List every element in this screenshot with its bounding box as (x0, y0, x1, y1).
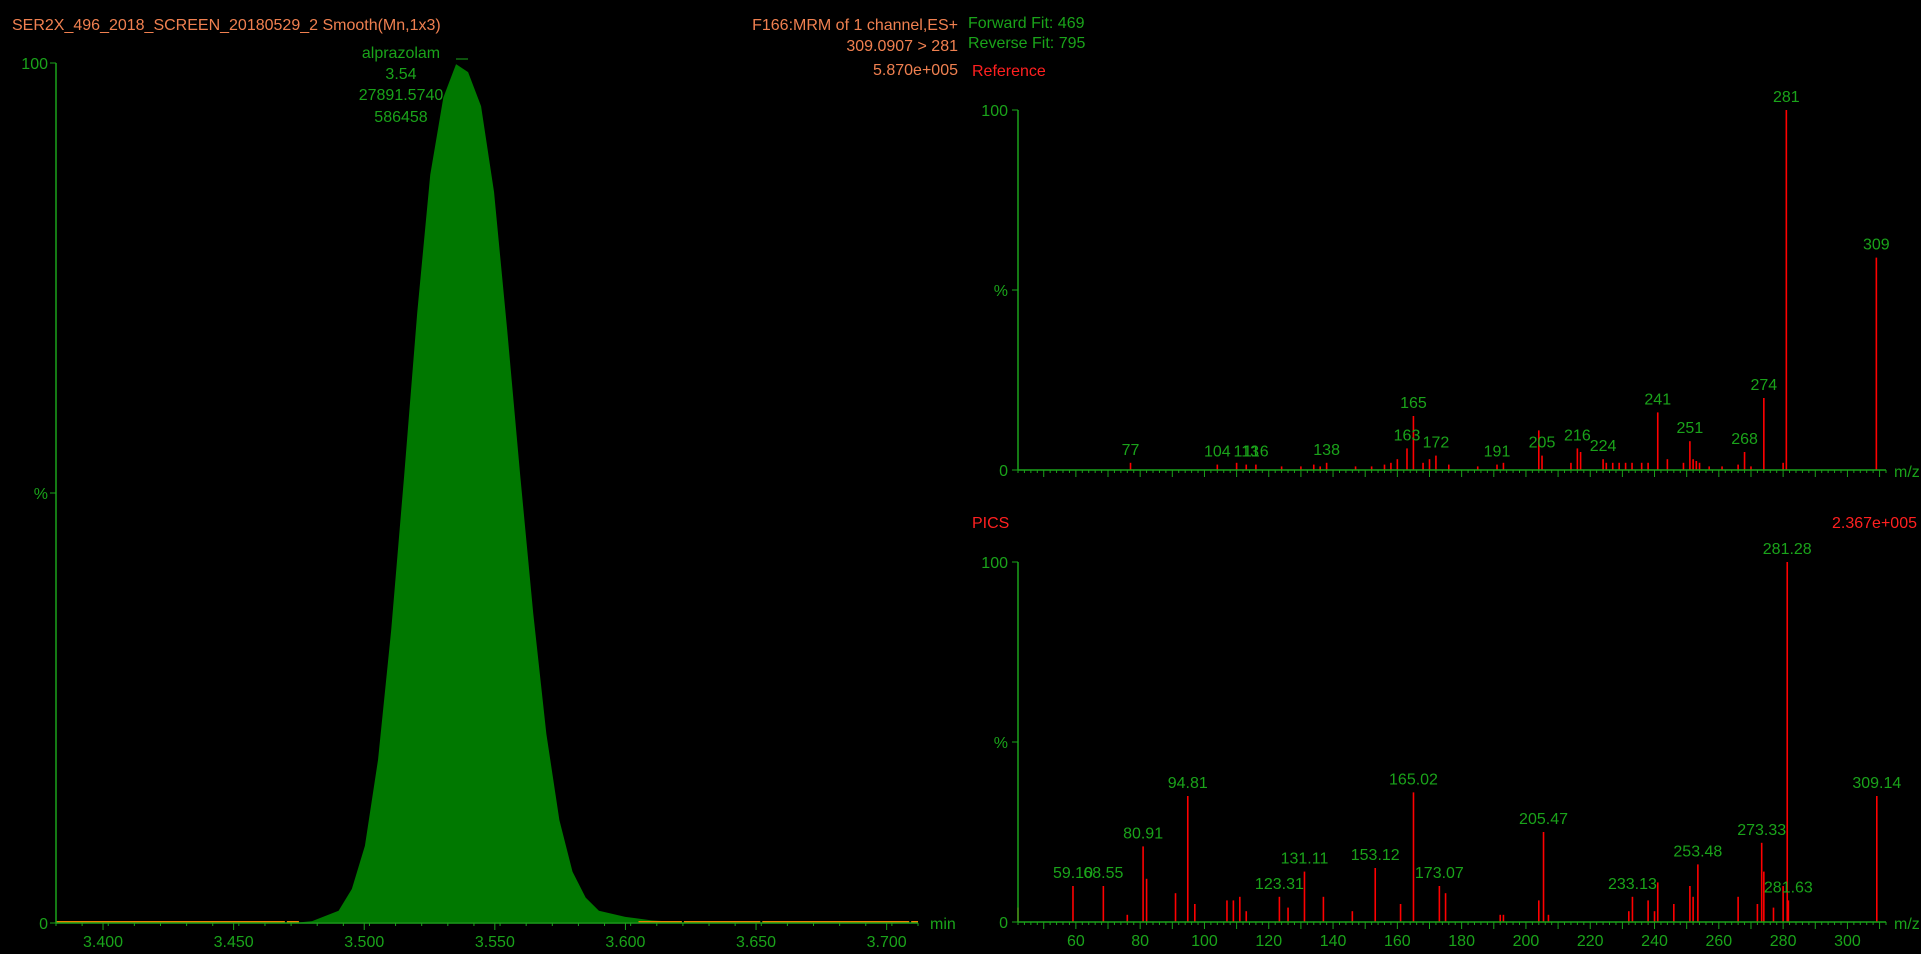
chromatogram-y-zero-label: 0 (39, 916, 48, 933)
reference-peak-label: 77 (1122, 442, 1140, 459)
chromatogram-y-mid-label: % (34, 486, 48, 503)
pics-x-tick-label: 180 (1448, 933, 1475, 950)
chromatogram-title: SER2X_496_2018_SCREEN_20180529_2 Smooth(… (12, 17, 441, 34)
chromatogram-transition: 309.0907 > 281 (846, 38, 958, 55)
pics-x-tick-label: 240 (1641, 933, 1668, 950)
pics-spectrum-bars (1017, 562, 1878, 922)
pics-y-zero-label: 0 (999, 915, 1008, 932)
pics-x-unit: m/z (1894, 916, 1920, 933)
reference-peak-label: 163 (1394, 427, 1421, 444)
pics-x-tick-label: 220 (1577, 933, 1604, 950)
peak-area: 27891.5740 (359, 87, 444, 104)
peak-name: alprazolam (362, 45, 440, 62)
pics-peak-label: 123.31 (1255, 876, 1304, 893)
chromatogram-panel: 100 % 0 min 3.400 3.450 3.500 3.550 3.600 3.6… (21, 45, 955, 951)
pics-peak-label: 94.81 (1168, 775, 1208, 792)
reference-peak-label: 165 (1400, 395, 1427, 412)
reference-peak-label: 104 (1204, 444, 1231, 461)
chromatogram-x-tick-label: 3.700 (867, 934, 907, 951)
pics-peak-label: 80.91 (1123, 825, 1163, 842)
pics-x-ticks: 60 80 100 120 140 160 180 200 220 240 260 280 300 (1067, 933, 1861, 950)
chromatogram-x-tick-label: 3.650 (736, 934, 776, 951)
reference-peak-label: 274 (1750, 377, 1777, 394)
pics-peak-label: 281.28 (1763, 541, 1812, 558)
pics-peak-label: 173.07 (1415, 865, 1464, 882)
reference-peak-label: 281 (1773, 89, 1800, 106)
pics-x-minor-ticks (1017, 922, 1887, 929)
chromatogram-x-ticks: 3.400 3.450 3.500 3.550 3.600 3.650 3.700 (55, 923, 919, 951)
reference-peak-label: 172 (1423, 435, 1450, 452)
pics-peak-label: 131.11 (1281, 851, 1329, 868)
chromatogram-trace (56, 61, 918, 924)
reverse-fit-label: Reverse Fit: 795 (968, 35, 1085, 52)
reference-peak-label: 191 (1484, 444, 1511, 461)
pics-peak-label: 309.14 (1852, 775, 1901, 792)
peak-rt: 3.54 (385, 66, 416, 83)
pics-peak-label: 273.33 (1737, 822, 1786, 839)
pics-peak-label: 68.55 (1083, 865, 1123, 882)
pics-y-mid-label: % (994, 735, 1008, 752)
pics-peak-label: 281.63 (1764, 879, 1813, 896)
chromatogram-x-tick-label: 3.550 (475, 934, 515, 951)
chromatogram-function: F166:MRM of 1 channel,ES+ (752, 17, 958, 34)
pics-x-tick-label: 300 (1834, 933, 1861, 950)
pics-intensity: 2.367e+005 (1832, 515, 1917, 532)
pics-x-tick-label: 80 (1131, 933, 1149, 950)
pics-peak-label: 59.10 (1053, 865, 1093, 882)
reference-y-top-label: 100 (981, 103, 1008, 120)
pics-x-tick-label: 140 (1320, 933, 1347, 950)
pics-peak-label: 205.47 (1519, 811, 1568, 828)
pics-x-tick-label: 280 (1770, 933, 1797, 950)
pics-x-tick-label: 120 (1255, 933, 1282, 950)
chromatogram-x-tick-label: 3.450 (214, 934, 254, 951)
reference-peak-label: 251 (1677, 420, 1704, 437)
pics-y-top-label: 100 (981, 555, 1008, 572)
reference-peak-label: 241 (1644, 391, 1671, 408)
reference-peak-label: 216 (1564, 427, 1591, 444)
reference-x-minor-ticks (1017, 470, 1887, 477)
pics-peak-label: 153.12 (1351, 847, 1400, 864)
pics-x-tick-label: 200 (1513, 933, 1540, 950)
pics-peak-label: 253.48 (1673, 843, 1722, 860)
reference-x-unit: m/z (1894, 464, 1920, 481)
forward-fit-label: Forward Fit: 469 (968, 15, 1085, 32)
chromatogram-intensity: 5.870e+005 (873, 62, 958, 79)
reference-peak-label: 116 (1243, 444, 1269, 461)
reference-peak-label: 309 (1863, 237, 1890, 254)
pics-peak-label: 165.02 (1389, 771, 1438, 788)
pics-x-tick-label: 160 (1384, 933, 1411, 950)
chromatogram-x-unit: min (930, 916, 956, 933)
chromatogram-peak-area (56, 61, 918, 924)
reference-spectrum-bars (1129, 110, 1878, 470)
reference-title: Reference (972, 63, 1046, 80)
pics-title: PICS (972, 515, 1009, 532)
reference-y-zero-label: 0 (999, 463, 1008, 480)
pics-x-tick-label: 100 (1191, 933, 1218, 950)
reference-peak-label: 224 (1590, 438, 1617, 455)
reference-peak-label: 268 (1731, 431, 1758, 448)
reference-peak-label: 138 (1313, 442, 1340, 459)
peak-height: 586458 (374, 109, 427, 126)
chromatogram-x-tick-label: 3.600 (605, 934, 645, 951)
reference-peak-label: 113 (1233, 444, 1259, 461)
chromatogram-y-top-label: 100 (21, 56, 48, 73)
pics-peak-label: 233.13 (1608, 876, 1657, 893)
reference-peak-label: 205 (1529, 435, 1556, 452)
reference-y-mid-label: % (994, 283, 1008, 300)
pics-x-tick-label: 260 (1705, 933, 1732, 950)
pics-x-tick-label: 60 (1067, 933, 1085, 950)
peak-annotation: alprazolam 3.54 27891.5740 586458 (359, 45, 468, 126)
chromatogram-x-tick-label: 3.500 (344, 934, 384, 951)
chromatogram-x-tick-label: 3.400 (83, 934, 123, 951)
